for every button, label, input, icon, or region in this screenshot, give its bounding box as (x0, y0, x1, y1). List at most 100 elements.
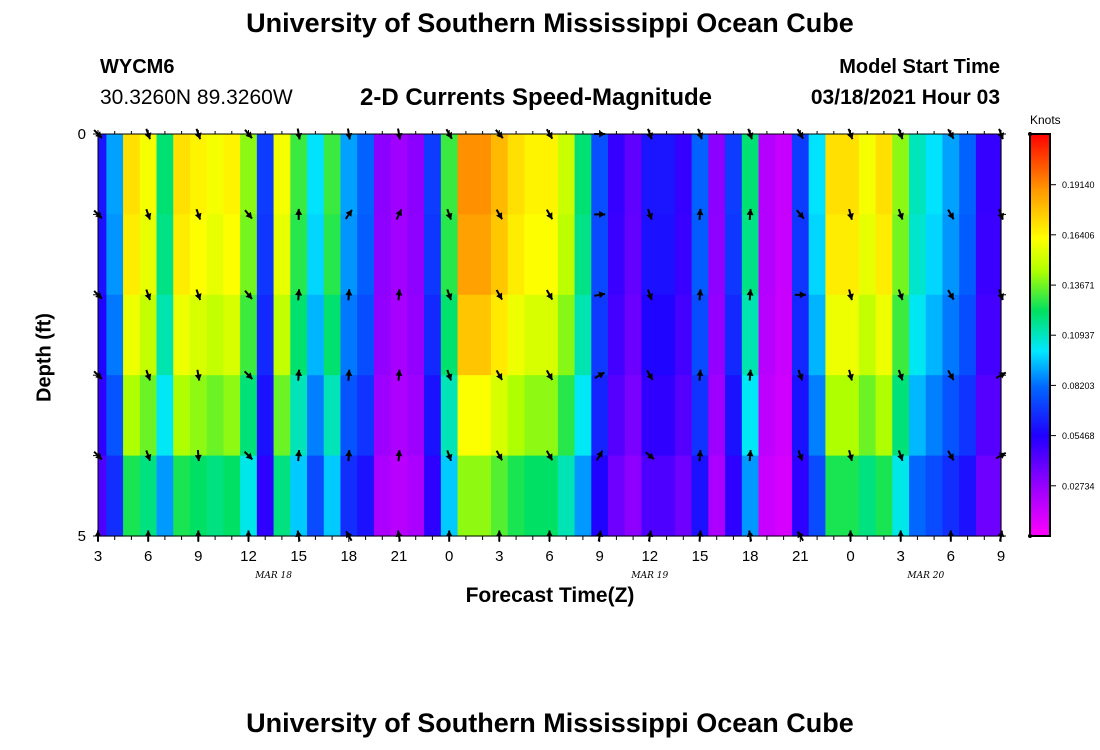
heatmap-cell (474, 455, 492, 537)
heatmap-cell (658, 214, 676, 296)
heatmap-cell (407, 134, 425, 215)
heatmap-cell (156, 294, 174, 376)
heatmap-cell (641, 294, 659, 376)
station-id: WYCM6 (100, 56, 175, 78)
heatmap-cell (708, 294, 726, 376)
heatmap-cell (574, 134, 592, 215)
heatmap-cell (691, 375, 709, 457)
heatmap-cell (123, 294, 141, 376)
heatmap-cell (624, 214, 643, 296)
current-arrow (794, 291, 806, 299)
current-arrow (947, 289, 955, 301)
current-arrow (847, 289, 854, 301)
heatmap-cell (256, 134, 275, 215)
heatmap-cell (725, 134, 743, 215)
heatmap-cell (390, 375, 408, 457)
model-start-value: 03/18/2021 Hour 03 (810, 86, 1000, 109)
heatmap-cell (123, 214, 141, 296)
heatmap-cell (808, 134, 827, 215)
heatmap-cell (825, 214, 843, 296)
heatmap-cell (139, 294, 158, 376)
current-arrow (847, 369, 854, 381)
current-arrow (796, 209, 805, 220)
heatmap-cell (307, 294, 325, 376)
heatmap-cell (791, 134, 810, 215)
x-tick-label: 6 (144, 548, 152, 565)
heatmap-cell (557, 375, 576, 457)
colorbar-end-dot (1028, 132, 1032, 136)
heatmap-cell (457, 134, 475, 215)
heatmap-cell (608, 375, 626, 457)
heatmap-cell (273, 214, 291, 296)
heatmap-cell (591, 455, 609, 537)
current-arrow (947, 450, 955, 461)
heatmap-cell (858, 455, 877, 537)
heatmap-cell (156, 134, 174, 215)
heatmap-cell (323, 134, 342, 215)
chart-title: University of Southern Mississippi Ocean… (246, 8, 854, 38)
x-tick-label: 3 (495, 548, 503, 565)
heatmap-cell (825, 455, 843, 537)
heatmap-cell (290, 294, 308, 376)
chart-subtitle: 2-D Currents Speed-Magnitude (360, 84, 713, 111)
heatmap-cell (223, 134, 241, 215)
current-arrow (495, 369, 503, 381)
current-arrow (594, 291, 606, 299)
heatmap-cell (608, 134, 626, 215)
heatmap-cell (440, 214, 459, 296)
current-arrow (295, 289, 303, 301)
heatmap-cell (591, 375, 609, 457)
heatmap-cell (992, 134, 1002, 215)
heatmap-cell (842, 455, 860, 537)
colorbar-tick-label: 0.08203 (1062, 381, 1095, 391)
heatmap-cell (273, 294, 291, 376)
x-tick-label: 9 (596, 548, 604, 565)
heatmap-cell (524, 375, 542, 457)
current-arrow (244, 209, 253, 220)
heatmap-cell (624, 375, 643, 457)
y-axis-ticks: 05 (78, 126, 1006, 545)
heatmap-cell (106, 375, 124, 457)
current-arrow (295, 369, 303, 381)
heatmap-cell (758, 134, 776, 215)
heatmap-cell (206, 134, 225, 215)
current-arrow (194, 208, 202, 220)
heatmap-cell (189, 214, 208, 296)
heatmap-cell (574, 455, 592, 537)
heatmap-cell (758, 294, 776, 376)
colorbar-tick-label: 0.16406 (1062, 230, 1095, 240)
current-arrow (144, 289, 152, 301)
heatmap-cell (524, 134, 542, 215)
heatmap-cell (490, 455, 509, 537)
heatmap-cell (909, 214, 927, 296)
heatmap-cell (608, 214, 626, 296)
heatmap-cell (674, 214, 693, 296)
heatmap-cell (741, 455, 760, 537)
heatmap-cell (624, 134, 643, 215)
current-arrow (897, 450, 904, 462)
heatmap-cell (440, 375, 459, 457)
heatmap-cell (98, 455, 107, 537)
heatmap-cell (407, 455, 425, 537)
date-label: MAR 18 (254, 571, 292, 581)
heatmap-cell (942, 375, 960, 457)
heatmap-cell (858, 375, 877, 457)
heatmap-cell (340, 134, 358, 215)
current-arrow (947, 369, 955, 381)
current-arrow (897, 208, 904, 220)
heatmap-cell (390, 294, 408, 376)
current-arrow (644, 451, 655, 460)
current-arrow (897, 289, 904, 301)
heatmap-cell (474, 294, 492, 376)
heatmap-cell (909, 134, 927, 215)
heatmap-cell (909, 294, 927, 376)
heatmap-cell (340, 455, 358, 537)
heatmap-cell (123, 455, 141, 537)
heatmap-cell (775, 455, 793, 537)
heatmap-cell (357, 214, 375, 296)
heatmap-cell (825, 294, 843, 376)
chart-title-bottom: University of Southern Mississippi Ocean… (246, 708, 854, 738)
x-tick-label: 3 (94, 548, 102, 565)
heatmap-cell (173, 134, 191, 215)
heatmap-cell (842, 134, 860, 215)
